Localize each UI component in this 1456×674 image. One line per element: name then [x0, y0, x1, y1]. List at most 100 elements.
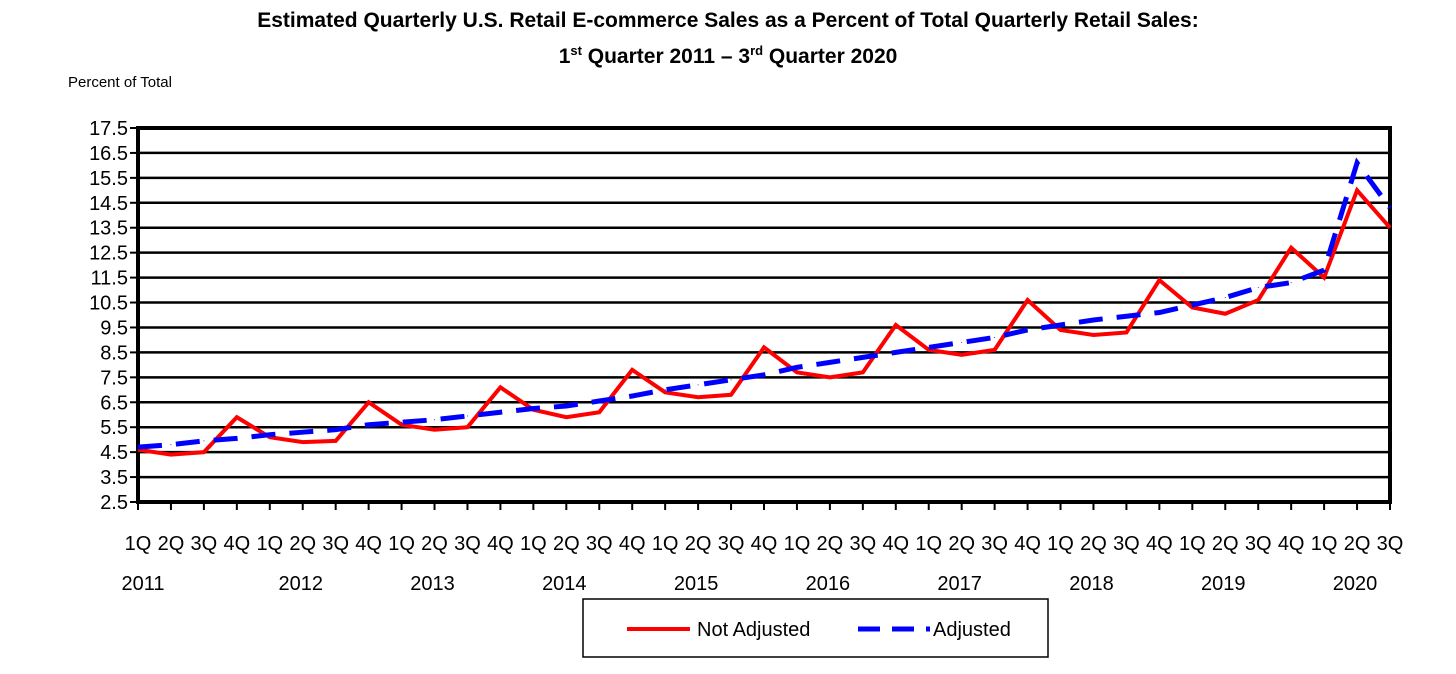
data-point	[203, 440, 205, 442]
data-point	[1027, 329, 1029, 331]
data-point	[1257, 287, 1259, 289]
data-point	[368, 401, 370, 403]
data-point	[368, 424, 370, 426]
title2-part2: Quarter 2011 – 3	[581, 45, 751, 68]
year-label: 2019	[1201, 573, 1246, 595]
y-tick-label: 7.5	[100, 367, 128, 389]
data-point	[664, 389, 666, 391]
x-tick-label: 1Q	[1311, 533, 1338, 555]
data-point	[499, 411, 501, 413]
plot-frame	[136, 126, 1392, 504]
y-tick-label: 17.5	[89, 118, 128, 140]
x-tick-label: 3Q	[718, 533, 745, 555]
data-point	[236, 416, 238, 418]
x-tick-label: 1Q	[652, 533, 679, 555]
x-tick-label: 4Q	[619, 533, 646, 555]
x-tick-label: 1Q	[784, 533, 811, 555]
data-point	[137, 446, 139, 448]
y-tick-label: 5.5	[100, 417, 128, 439]
data-point	[335, 429, 337, 431]
x-tick-label: 3Q	[1113, 533, 1140, 555]
x-tick-label: 2Q	[948, 533, 975, 555]
x-tick-label: 2Q	[553, 533, 580, 555]
year-label: 2020	[1333, 573, 1378, 595]
y-tick-label: 2.5	[100, 492, 128, 514]
x-tick-label: 2Q	[1212, 533, 1239, 555]
x-tick-label: 4Q	[223, 533, 250, 555]
data-point	[862, 356, 864, 358]
data-point	[1323, 269, 1325, 271]
y-tick-label: 14.5	[89, 193, 128, 215]
data-point	[434, 419, 436, 421]
title2-sup1: st	[570, 43, 582, 58]
y-tick-label: 10.5	[89, 293, 128, 315]
x-tick-label: 1Q	[1179, 533, 1206, 555]
data-point	[961, 354, 963, 356]
data-point	[466, 415, 468, 417]
year-label: 2016	[806, 573, 851, 595]
data-point	[631, 369, 633, 371]
data-point	[697, 384, 699, 386]
y-axis-ticks: 2.5 3.5 4.5 5.5 6.5 7.5 8.5 9.510.5 11.5 12.5 13.5…	[89, 118, 138, 514]
data-point	[1290, 247, 1292, 249]
chart-title-line2: 1st Quarter 2011 – 3rd Quarter 2020	[0, 36, 1456, 72]
data-point	[466, 426, 468, 428]
data-point	[961, 341, 963, 343]
data-point	[236, 437, 238, 439]
data-point	[697, 396, 699, 398]
data-point	[796, 366, 798, 368]
y-tick-label: 8.5	[100, 342, 128, 364]
data-point	[1092, 319, 1094, 321]
x-tick-label: 4Q	[1146, 533, 1173, 555]
y-tick-label: 15.5	[89, 168, 128, 190]
data-point	[302, 431, 304, 433]
x-tick-label: 1Q	[1047, 533, 1074, 555]
x-tick-label: 2Q	[817, 533, 844, 555]
data-point	[1060, 329, 1062, 331]
data-point	[994, 336, 996, 338]
data-point	[1224, 313, 1226, 315]
data-point	[1027, 299, 1029, 301]
x-tick-label: 3Q	[322, 533, 349, 555]
legend-label-not-adjusted: Not Adjusted	[697, 619, 810, 641]
legend: Not Adjusted Adjusted	[582, 598, 1049, 658]
y-tick-label: 16.5	[89, 143, 128, 165]
year-label: 2017	[937, 573, 982, 595]
data-point	[401, 421, 403, 423]
x-tick-label: 2Q	[1344, 533, 1371, 555]
data-point	[269, 434, 271, 436]
chart-title-line1: Estimated Quarterly U.S. Retail E-commer…	[257, 9, 1199, 32]
year-label: 2013	[410, 573, 455, 595]
data-point	[763, 346, 765, 348]
data-point	[928, 349, 930, 351]
data-point	[1356, 189, 1358, 191]
data-point	[170, 444, 172, 446]
data-point	[598, 411, 600, 413]
gridlines	[138, 126, 1390, 504]
x-tick-label: 3Q	[849, 533, 876, 555]
series-lines	[137, 157, 1393, 457]
data-point	[763, 374, 765, 376]
y-tick-label: 6.5	[100, 392, 128, 414]
data-point	[1323, 277, 1325, 279]
legend-label-adjusted: Adjusted	[933, 619, 1011, 641]
data-point	[730, 379, 732, 381]
data-point	[1356, 162, 1358, 164]
year-label: 2011	[121, 573, 164, 595]
x-tick-label: 1Q	[125, 533, 152, 555]
y-tick-label: 13.5	[89, 218, 128, 240]
x-tick-label: 3Q	[1377, 533, 1404, 555]
data-point	[1125, 331, 1127, 333]
y-axis-label: Percent of Total	[68, 74, 172, 91]
series-line-adjusted	[137, 157, 1393, 450]
data-point	[1092, 334, 1094, 336]
y-tick-label: 9.5	[100, 317, 128, 339]
data-point	[203, 451, 205, 453]
y-tick-label: 12.5	[89, 243, 128, 265]
x-tick-label: 1Q	[256, 533, 283, 555]
data-point	[994, 349, 996, 351]
data-point	[335, 440, 337, 442]
data-point	[499, 386, 501, 388]
x-tick-label: 4Q	[751, 533, 778, 555]
x-tick-label: 3Q	[1245, 533, 1272, 555]
